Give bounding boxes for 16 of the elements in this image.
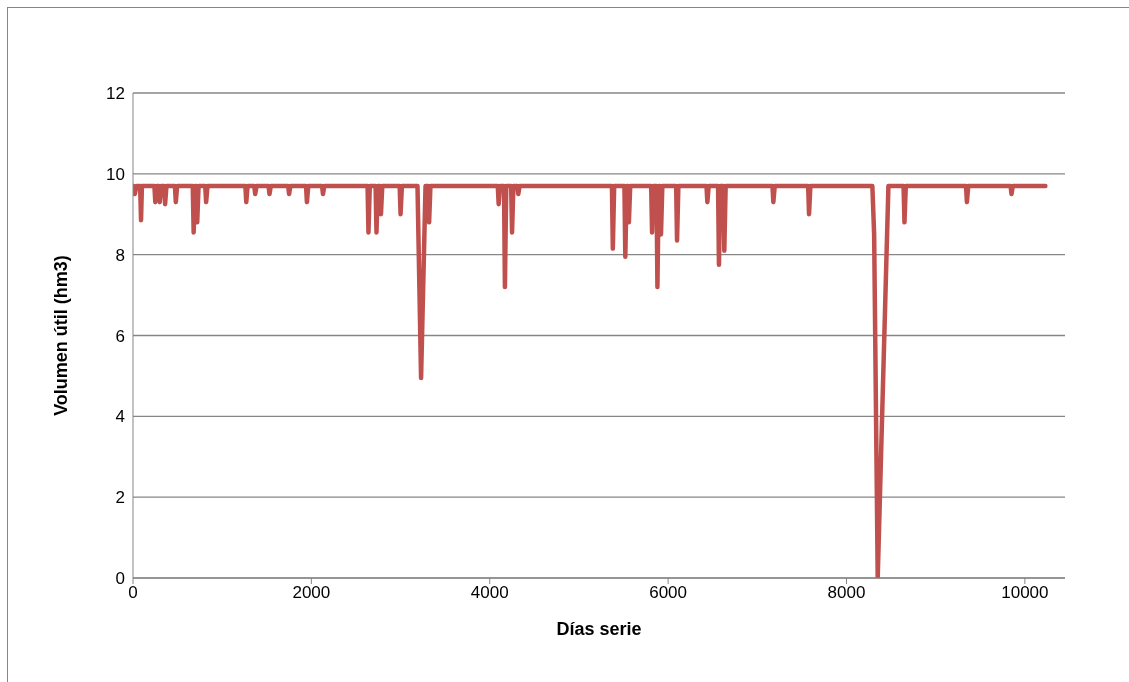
x-tick-label: 2000 (292, 583, 331, 603)
y-tick-label: 12 (106, 84, 125, 104)
x-tick-label: 0 (128, 583, 138, 603)
line-series (133, 183, 1048, 578)
y-axis-title: Volumen útil (hm3) (51, 255, 72, 416)
x-axis-title: Días serie (556, 618, 642, 639)
y-tick-label: 6 (115, 326, 125, 346)
y-tick-label: 0 (115, 569, 125, 589)
x-tick-label: 8000 (827, 583, 866, 603)
y-tick-label: 4 (115, 407, 125, 427)
y-tick-label: 10 (106, 164, 125, 184)
y-tick-label: 8 (115, 245, 125, 265)
x-tick-label: 4000 (470, 583, 509, 603)
x-tick-label: 10000 (1001, 583, 1049, 603)
y-tick-label: 2 (115, 488, 125, 508)
x-tick-label: 6000 (649, 583, 688, 603)
